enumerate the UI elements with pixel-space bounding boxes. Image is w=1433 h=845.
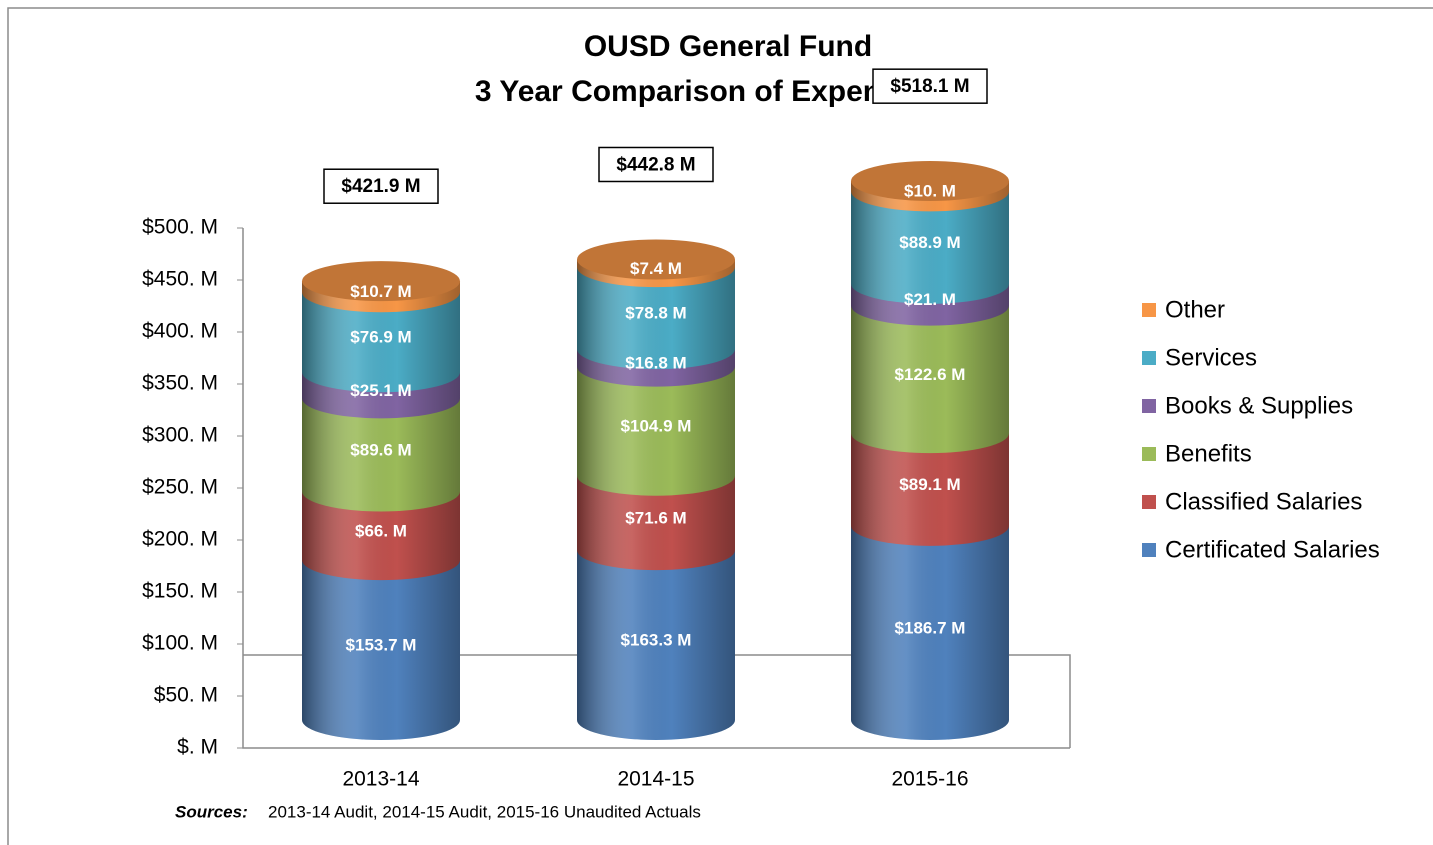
value-label: $186.7 M xyxy=(895,618,966,637)
y-tick-label: $200. M xyxy=(142,528,218,551)
legend-swatch xyxy=(1142,351,1156,365)
value-label: $10. M xyxy=(904,182,956,201)
value-label: $88.9 M xyxy=(899,233,960,252)
total-box xyxy=(598,146,714,183)
x-tick-label: 2015-16 xyxy=(891,768,968,791)
legend-label: Other xyxy=(1165,296,1225,323)
y-tick-label: $300. M xyxy=(142,424,218,447)
legend-swatch xyxy=(1142,543,1156,557)
legend-label: Certificated Salaries xyxy=(1165,536,1380,563)
chart-title: OUSD General Fund xyxy=(584,30,872,63)
y-tick-label: $250. M xyxy=(142,476,218,499)
value-label: $153.7 M xyxy=(346,636,417,655)
total-box xyxy=(323,168,439,204)
legend-label: Classified Salaries xyxy=(1165,488,1362,515)
y-tick-label: $500. M xyxy=(142,216,218,239)
total-label: $518.1 M xyxy=(890,76,969,97)
legend-swatch xyxy=(1142,495,1156,509)
value-label: $104.9 M xyxy=(621,417,692,436)
value-label: $16.8 M xyxy=(625,353,686,372)
cylinder-shade xyxy=(302,281,460,740)
legend-swatch xyxy=(1142,303,1156,317)
value-label: $89.6 M xyxy=(350,440,411,459)
legend-label: Books & Supplies xyxy=(1165,392,1353,419)
total-box xyxy=(872,68,988,104)
cylinder-top xyxy=(851,160,1009,201)
cylinder-shade xyxy=(577,259,735,740)
value-label: $10.7 M xyxy=(350,282,411,301)
legend-label: Benefits xyxy=(1165,440,1252,467)
value-label: $25.1 M xyxy=(350,381,411,400)
total-label: $442.8 M xyxy=(616,155,695,176)
value-label: $89.1 M xyxy=(899,475,960,494)
value-label: $71.6 M xyxy=(625,508,686,527)
cylinder-shade xyxy=(851,180,1009,740)
sources-label: Sources: xyxy=(175,802,248,821)
y-tick-label: $50. M xyxy=(154,684,218,707)
value-label: $78.8 M xyxy=(625,304,686,323)
frame xyxy=(7,7,1433,845)
sources-text: 2013-14 Audit, 2014-15 Audit, 2015-16 Un… xyxy=(268,802,701,821)
value-label: $163.3 M xyxy=(621,631,692,650)
y-tick-label: $400. M xyxy=(142,320,218,343)
cylinder-top xyxy=(302,261,460,302)
cylinder-top xyxy=(577,239,735,280)
value-label: $76.9 M xyxy=(350,328,411,347)
value-label: $7.4 M xyxy=(630,259,682,278)
value-label: $122.6 M xyxy=(895,365,966,384)
x-tick-label: 2013-14 xyxy=(342,768,419,791)
legend-swatch xyxy=(1142,447,1156,461)
y-tick-label: $100. M xyxy=(142,632,218,655)
x-tick-label: 2014-15 xyxy=(617,768,694,791)
y-tick-label: $450. M xyxy=(142,268,218,291)
value-label: $21. M xyxy=(904,290,956,309)
legend-label: Services xyxy=(1165,344,1257,371)
value-label: $66. M xyxy=(355,521,407,540)
y-tick-label: $350. M xyxy=(142,372,218,395)
legend-swatch xyxy=(1142,399,1156,413)
total-label: $421.9 M xyxy=(341,176,420,197)
y-tick-label: $150. M xyxy=(142,580,218,603)
y-tick-label: $. M xyxy=(177,736,218,759)
